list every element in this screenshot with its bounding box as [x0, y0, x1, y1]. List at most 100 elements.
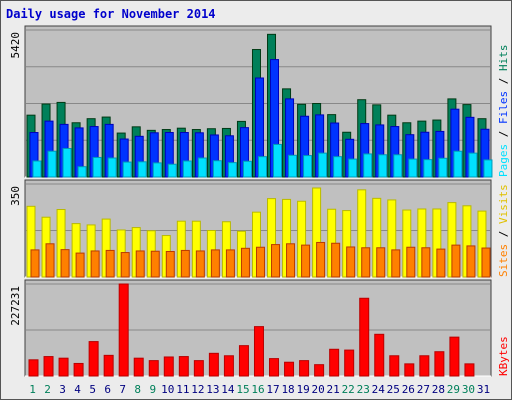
- x-tick-label-day-3: 3: [59, 383, 66, 396]
- bar-sites-day-11: [180, 249, 190, 278]
- x-tick-label-day-8: 8: [134, 383, 141, 396]
- bar-sites-day-18: [286, 243, 296, 278]
- bar-kbytes-day-9: [148, 360, 159, 377]
- bar-sites-day-28: [436, 248, 446, 278]
- series-legend: Sites / Visits: [497, 184, 510, 277]
- x-tick-label-day-18: 18: [281, 383, 294, 396]
- bar-pages-day-24: [378, 154, 388, 178]
- bar-pages-day-10: [167, 163, 177, 178]
- bar-kbytes-day-19: [299, 360, 310, 377]
- x-tick-label-day-7: 7: [119, 383, 126, 396]
- bar-kbytes-day-22: [344, 349, 355, 377]
- bar-kbytes-day-6: [103, 354, 114, 377]
- bar-sites-day-2: [45, 243, 55, 278]
- bar-pages-day-13: [212, 160, 222, 178]
- bar-pages-day-21: [333, 156, 343, 178]
- bar-sites-day-22: [346, 246, 356, 278]
- bar-pages-day-6: [107, 157, 117, 178]
- legend-visits: Visits: [497, 184, 510, 224]
- bar-kbytes-day-27: [419, 355, 430, 377]
- legend-files: Files: [497, 91, 510, 124]
- bar-pages-day-1: [32, 160, 42, 178]
- x-tick-label-day-17: 17: [266, 383, 279, 396]
- x-tick-label-day-25: 25: [387, 383, 400, 396]
- bar-sites-day-9: [150, 250, 160, 278]
- bar-pages-day-2: [47, 150, 57, 178]
- bar-pages-day-30: [468, 152, 478, 178]
- x-tick-label-day-6: 6: [104, 383, 111, 396]
- bar-kbytes-day-14: [223, 355, 234, 377]
- x-tick-label-day-20: 20: [312, 383, 325, 396]
- bar-kbytes-day-18: [284, 361, 295, 377]
- bar-pages-day-8: [137, 161, 147, 178]
- bar-sites-day-30: [466, 245, 476, 278]
- x-tick-label-day-22: 22: [342, 383, 355, 396]
- bar-sites-day-23: [361, 247, 371, 278]
- bar-sites-day-12: [195, 250, 205, 278]
- x-tick-label-day-2: 2: [44, 383, 51, 396]
- bar-kbytes-day-24: [374, 333, 385, 377]
- bar-pages-day-26: [408, 158, 418, 178]
- y-axis-max-label: 350: [9, 186, 22, 206]
- bar-sites-day-14: [225, 249, 235, 278]
- bar-sites-day-5: [90, 250, 100, 278]
- bar-sites-day-21: [331, 242, 341, 278]
- chart-title: Daily usage for November 2014: [6, 7, 216, 21]
- series-legend: KBytes: [497, 336, 510, 376]
- x-tick-label-day-30: 30: [462, 383, 475, 396]
- bar-pages-day-28: [438, 157, 448, 178]
- bar-sites-day-15: [240, 247, 250, 278]
- bar-pages-day-29: [453, 150, 463, 178]
- bar-pages-day-17: [273, 143, 283, 178]
- bar-sites-day-4: [75, 252, 85, 278]
- bar-pages-day-22: [348, 158, 358, 178]
- bar-sites-day-24: [376, 247, 386, 278]
- bar-pages-day-19: [303, 155, 313, 178]
- bar-pages-day-3: [62, 148, 72, 178]
- bar-kbytes-day-1: [28, 359, 39, 377]
- bar-sites-day-29: [451, 244, 461, 278]
- bar-sites-day-7: [120, 252, 130, 278]
- legend-pages: Pages: [497, 144, 510, 177]
- x-tick-label-day-26: 26: [402, 383, 415, 396]
- bar-kbytes-day-16: [253, 326, 264, 377]
- bar-sites-day-3: [60, 249, 70, 278]
- bar-sites-day-16: [255, 246, 265, 278]
- bar-kbytes-day-11: [178, 356, 189, 377]
- bar-pages-day-27: [423, 159, 433, 178]
- x-tick-label-day-31: 31: [477, 383, 490, 396]
- x-tick-label-day-11: 11: [176, 383, 189, 396]
- legend-hits: Hits: [497, 45, 510, 72]
- bar-kbytes-day-3: [58, 357, 69, 377]
- bar-pages-day-16: [257, 156, 267, 178]
- bar-sites-day-10: [165, 250, 175, 278]
- legend-separator: /: [497, 71, 510, 91]
- bar-kbytes-day-23: [359, 297, 370, 377]
- bar-pages-day-7: [122, 161, 132, 178]
- bar-pages-day-4: [77, 166, 87, 178]
- bar-sites-day-6: [105, 249, 115, 278]
- legend-separator: /: [497, 224, 510, 244]
- bar-kbytes-day-21: [329, 348, 340, 377]
- x-tick-label-day-1: 1: [29, 383, 36, 396]
- bar-kbytes-day-10: [163, 356, 174, 377]
- bar-kbytes-day-26: [404, 363, 415, 377]
- bar-pages-day-5: [92, 156, 102, 178]
- bar-kbytes-day-8: [133, 357, 144, 377]
- x-tick-label-day-13: 13: [206, 383, 219, 396]
- bar-kbytes-day-30: [464, 363, 475, 377]
- bar-pages-day-12: [197, 157, 207, 178]
- bar-sites-day-8: [135, 250, 145, 278]
- bar-kbytes-day-2: [43, 356, 54, 377]
- bar-sites-day-25: [391, 249, 401, 278]
- bar-sites-day-17: [271, 244, 281, 278]
- x-tick-label-day-9: 9: [149, 383, 156, 396]
- bar-pages-day-15: [242, 160, 252, 178]
- bar-pages-day-9: [152, 162, 162, 178]
- x-tick-label-day-14: 14: [221, 383, 235, 396]
- legend-separator: /: [497, 124, 510, 144]
- x-tick-label-day-15: 15: [236, 383, 249, 396]
- bar-sites-day-1: [30, 249, 40, 278]
- bar-sites-day-13: [210, 249, 220, 278]
- bar-pages-day-31: [483, 159, 493, 178]
